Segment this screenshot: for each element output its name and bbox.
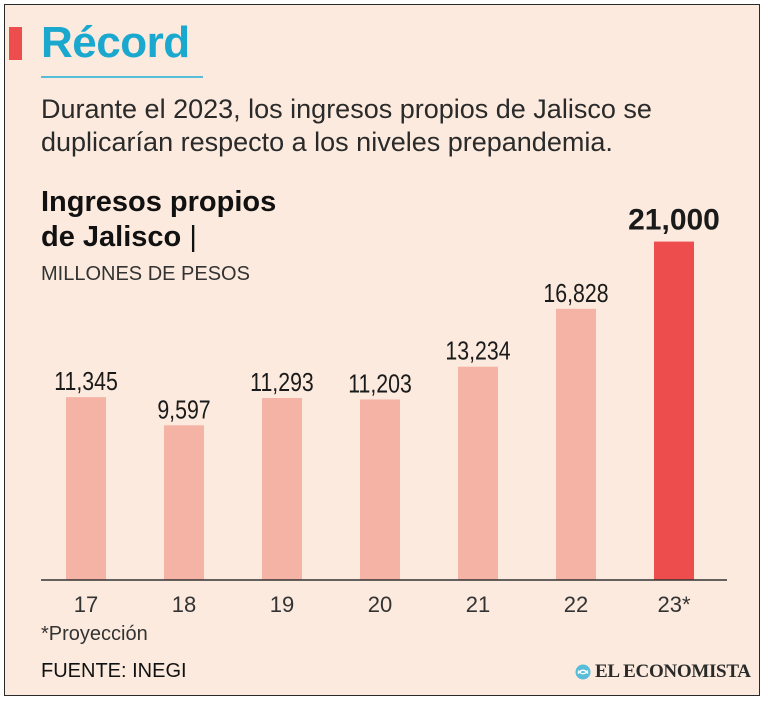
bar-value-label-21: 13,234: [445, 337, 510, 367]
bar-19: [262, 398, 302, 580]
bar-23: [654, 241, 694, 580]
bar-value-label-18: 9,597: [157, 395, 210, 425]
chart-title-line2-text: de Jalisco: [41, 221, 182, 253]
x-tick-label-18: 18: [172, 592, 196, 617]
bar-21: [458, 366, 498, 580]
brand-name: EL ECONOMISTA: [595, 661, 751, 682]
el-economista-logo-icon: [575, 664, 591, 680]
infographic-subtitle: Durante el 2023, los ingresos propios de…: [41, 94, 652, 157]
title-underline: [41, 76, 203, 78]
x-tick-label-20: 20: [368, 592, 392, 617]
chart-title: Ingresos propios de Jalisco |: [41, 185, 276, 255]
chart-units: MILLONES DE PESOS: [41, 263, 250, 285]
bar-22: [556, 308, 596, 580]
bar-value-label-22: 16,828: [543, 279, 608, 309]
x-tick-label-23: 23*: [657, 592, 690, 617]
chart-title-separator: |: [189, 221, 197, 253]
x-tick-label-19: 19: [270, 592, 294, 617]
x-tick-label-22: 22: [564, 592, 588, 617]
chart-title-line1: Ingresos propios: [41, 186, 277, 218]
accent-bar: [9, 27, 22, 60]
bar-value-label-17: 11,345: [54, 367, 118, 397]
x-tick-label-21: 21: [466, 592, 490, 617]
footnote: *Proyección: [41, 623, 148, 645]
infographic-title: Récord: [41, 18, 190, 67]
bar-value-label-23: 21,000: [628, 204, 720, 237]
x-tick-label-17: 17: [74, 592, 98, 617]
bar-18: [164, 425, 204, 580]
bar-value-label-19: 11,293: [250, 368, 314, 398]
chart-title-line2: de Jalisco |: [41, 220, 276, 255]
bar-17: [66, 397, 106, 580]
brand: EL ECONOMISTA: [575, 661, 751, 683]
bar-20: [360, 399, 400, 580]
bar-value-label-20: 11,203: [348, 369, 412, 399]
source-note: FUENTE: INEGI: [41, 660, 187, 682]
